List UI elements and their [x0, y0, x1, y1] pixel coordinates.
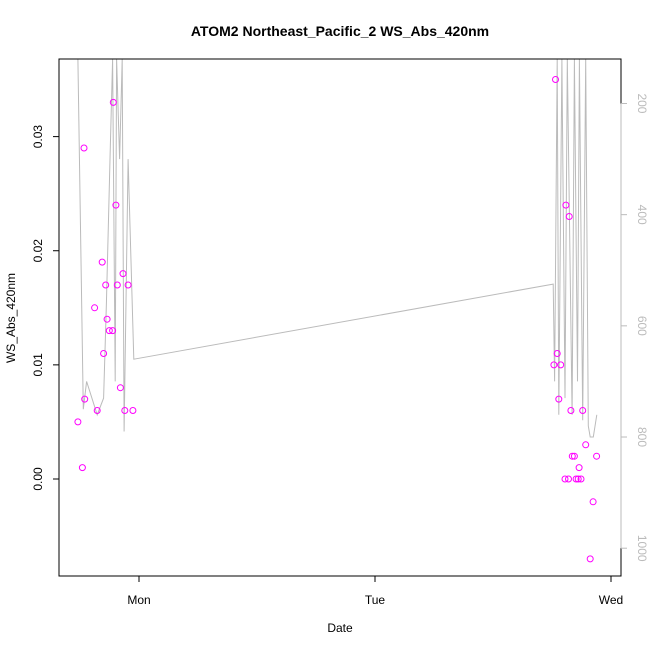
- y-tick-label: 0.03: [31, 125, 45, 149]
- data-point: [129, 407, 137, 414]
- x-tick-label: Tue: [365, 593, 386, 607]
- data-point: [113, 281, 121, 289]
- data-point: [574, 475, 582, 483]
- data-point: [93, 407, 101, 414]
- depth-line: [77, 59, 598, 438]
- data-point: [570, 452, 578, 460]
- data-point: [575, 464, 583, 472]
- data-point: [103, 315, 111, 323]
- y2-tick-label: 400: [635, 205, 649, 225]
- x-tick-label: Wed: [599, 593, 623, 607]
- axes: 0.00 0.01 0.02 0.03 200 400 600 800 1000 Mon Tue We…: [31, 93, 649, 607]
- data-point: [552, 76, 559, 83]
- data-point: [121, 407, 129, 414]
- y-tick-label: 0.00: [31, 467, 45, 491]
- data-point: [80, 144, 88, 152]
- data-point: [586, 555, 594, 563]
- data-point: [550, 361, 558, 369]
- y2-tick-label: 200: [635, 93, 649, 113]
- data-point: [579, 407, 587, 414]
- y-axis-label: WS_Abs_420nm: [4, 273, 18, 363]
- data-point: [589, 498, 597, 506]
- data-point: [568, 452, 576, 460]
- data-point: [124, 281, 132, 289]
- data-point: [557, 361, 565, 369]
- data-point: [98, 258, 106, 266]
- data-point: [81, 395, 89, 403]
- data-point: [593, 452, 601, 460]
- data-point: [577, 475, 585, 483]
- data-point: [100, 350, 108, 357]
- y2-tick-label: 800: [635, 427, 649, 447]
- data-point: [91, 304, 99, 312]
- data-point: [109, 98, 117, 106]
- data-point: [109, 327, 117, 335]
- data-point: [105, 327, 113, 335]
- data-point: [582, 441, 590, 449]
- data-point: [565, 475, 572, 483]
- data-point: [119, 270, 127, 278]
- x-axis-label: Date: [327, 621, 353, 635]
- data-point: [561, 475, 569, 483]
- y2-tick-label: 600: [635, 316, 649, 336]
- chart-title: ATOM2 Northeast_Pacific_2 WS_Abs_420nm: [191, 23, 489, 39]
- plot-frame: [58, 58, 622, 577]
- data-point: [565, 213, 573, 220]
- data-point: [553, 350, 561, 357]
- y-tick-label: 0.01: [31, 353, 45, 377]
- data-point: [562, 201, 570, 209]
- data-point: [102, 281, 110, 289]
- depth-series-line: [77, 59, 598, 438]
- y-tick-label: 0.02: [31, 239, 45, 263]
- ws-abs-points: [74, 76, 601, 563]
- data-point: [74, 418, 82, 426]
- data-point: [112, 201, 120, 209]
- data-point: [567, 407, 575, 414]
- y2-tick-label: 1000: [635, 535, 649, 562]
- data-point: [572, 475, 580, 483]
- data-point: [555, 395, 563, 403]
- data-point: [116, 384, 124, 392]
- data-point: [78, 464, 86, 472]
- x-tick-label: Mon: [127, 593, 150, 607]
